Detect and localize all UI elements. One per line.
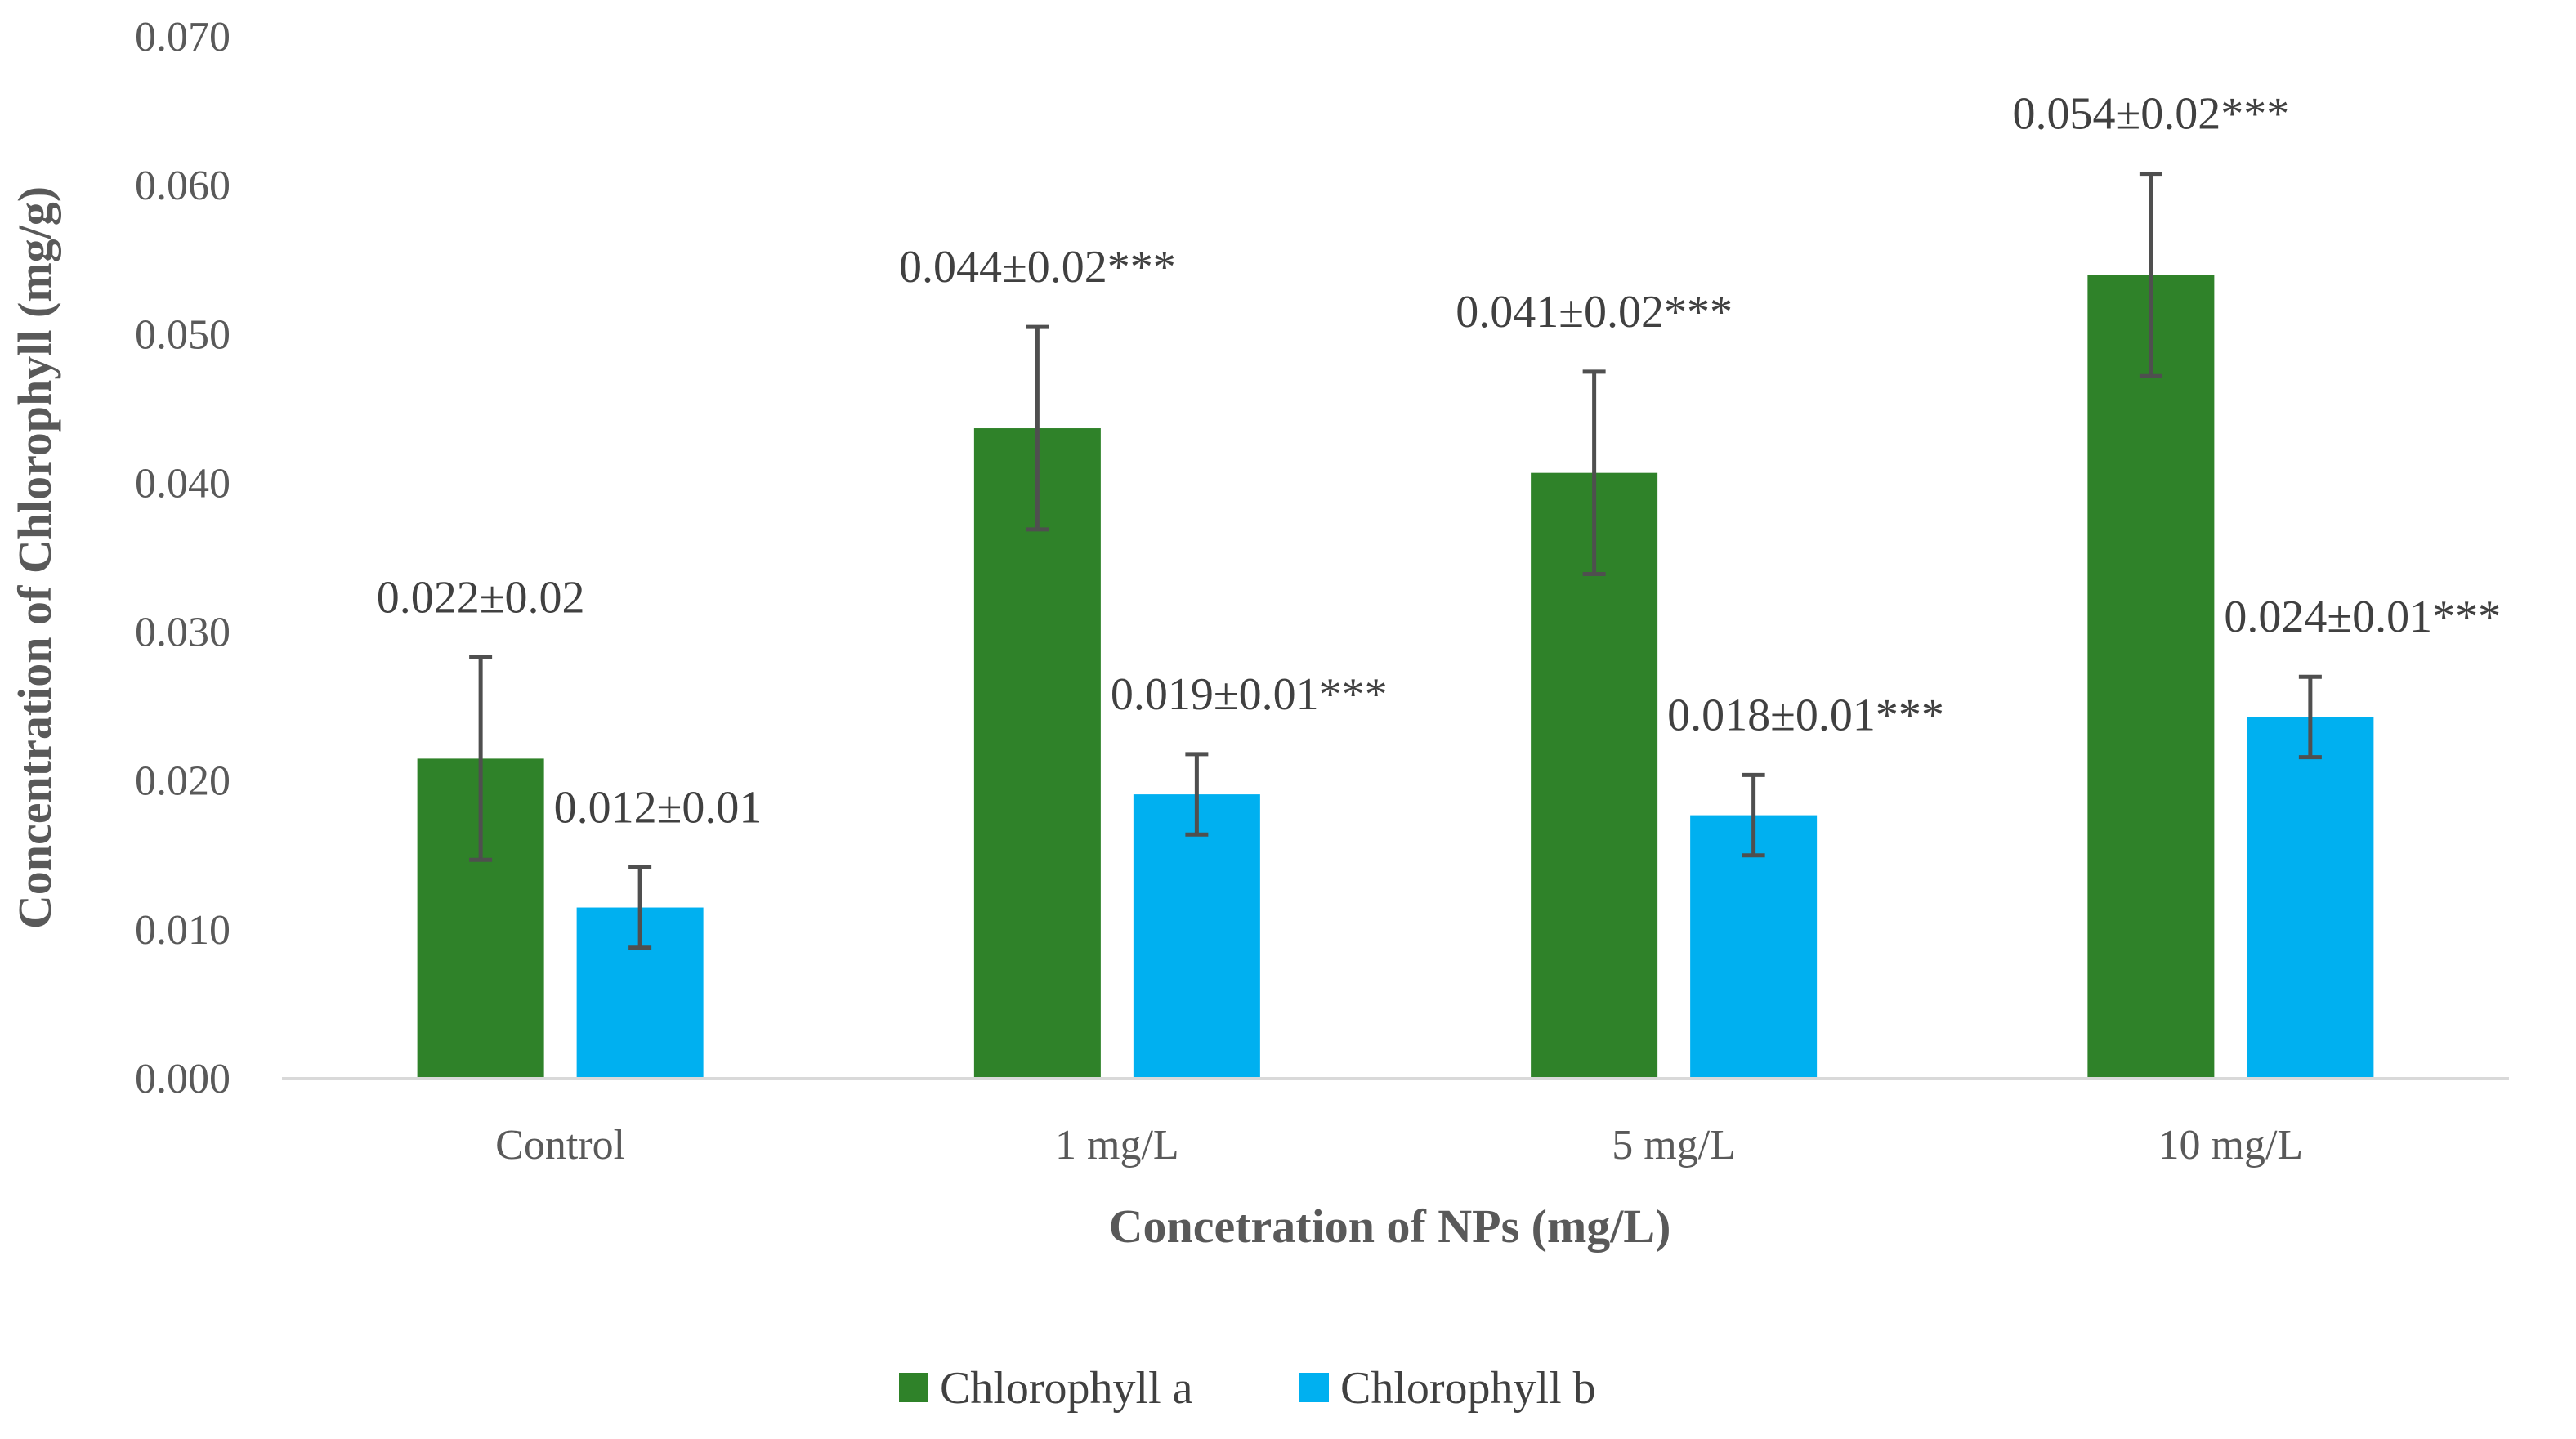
data-label: 0.018±0.01*** bbox=[1667, 690, 1944, 740]
data-label: 0.024±0.01*** bbox=[2224, 592, 2501, 642]
y-tick-label: 0.030 bbox=[135, 610, 230, 656]
y-tick-label: 0.060 bbox=[135, 163, 230, 209]
data-label: 0.054±0.02*** bbox=[2013, 89, 2290, 140]
legend-item: Chlorophyll a bbox=[899, 1363, 1193, 1414]
bar bbox=[2087, 275, 2215, 1079]
y-tick-label: 0.000 bbox=[135, 1056, 230, 1102]
data-label: 0.012±0.01 bbox=[554, 782, 763, 833]
data-label: 0.019±0.01*** bbox=[1111, 669, 1388, 720]
legend-swatch bbox=[899, 1373, 928, 1402]
error-bar bbox=[1185, 752, 1209, 837]
legend-label: Chlorophyll b bbox=[1340, 1363, 1596, 1414]
legend-item: Chlorophyll b bbox=[1299, 1363, 1596, 1414]
error-bars-group bbox=[469, 172, 2322, 950]
data-label: 0.041±0.02*** bbox=[1456, 287, 1733, 337]
x-tick-label: 5 mg/L bbox=[1612, 1122, 1736, 1169]
bars-group bbox=[417, 275, 2374, 1079]
error-bar bbox=[1742, 772, 1765, 858]
y-tick-label: 0.010 bbox=[135, 907, 230, 954]
y-tick-label: 0.020 bbox=[135, 758, 230, 805]
error-bar bbox=[2298, 674, 2322, 760]
y-tick-label: 0.040 bbox=[135, 460, 230, 507]
y-axis-title: Concentration of Chlorophyll (mg/g) bbox=[8, 186, 61, 929]
x-tick-label: 10 mg/L bbox=[2158, 1122, 2304, 1169]
bar bbox=[973, 428, 1101, 1079]
x-axis-ticks: Control 1 mg/L 5 mg/L 10 mg/L bbox=[495, 1122, 2303, 1169]
legend: Chlorophyll a Chlorophyll b bbox=[899, 1363, 1596, 1414]
bar bbox=[1690, 815, 1818, 1079]
error-bar bbox=[628, 865, 652, 950]
y-tick-label: 0.050 bbox=[135, 311, 230, 358]
legend-swatch bbox=[1299, 1373, 1329, 1402]
data-label: 0.022±0.02 bbox=[377, 573, 585, 623]
error-bar bbox=[2139, 172, 2162, 378]
x-tick-label: 1 mg/L bbox=[1055, 1122, 1179, 1169]
error-bar bbox=[1026, 324, 1049, 532]
error-bar bbox=[469, 655, 493, 862]
x-axis-title: Concetration of NPs (mg/L) bbox=[1109, 1200, 1671, 1253]
legend-label: Chlorophyll a bbox=[940, 1363, 1193, 1414]
bar bbox=[1133, 794, 1260, 1079]
error-bar bbox=[1582, 369, 1606, 577]
y-tick-label: 0.070 bbox=[135, 14, 230, 60]
bar bbox=[2247, 717, 2374, 1079]
data-label: 0.044±0.02*** bbox=[899, 242, 1176, 293]
y-axis-ticks: 0.000 0.010 0.020 0.030 0.040 0.050 0.060 0.070 bbox=[135, 14, 230, 1102]
x-tick-label: Control bbox=[495, 1122, 625, 1169]
data-labels-group: 0.022±0.02 0.012±0.01 0.044±0.02*** 0.019±0… bbox=[377, 89, 2501, 833]
